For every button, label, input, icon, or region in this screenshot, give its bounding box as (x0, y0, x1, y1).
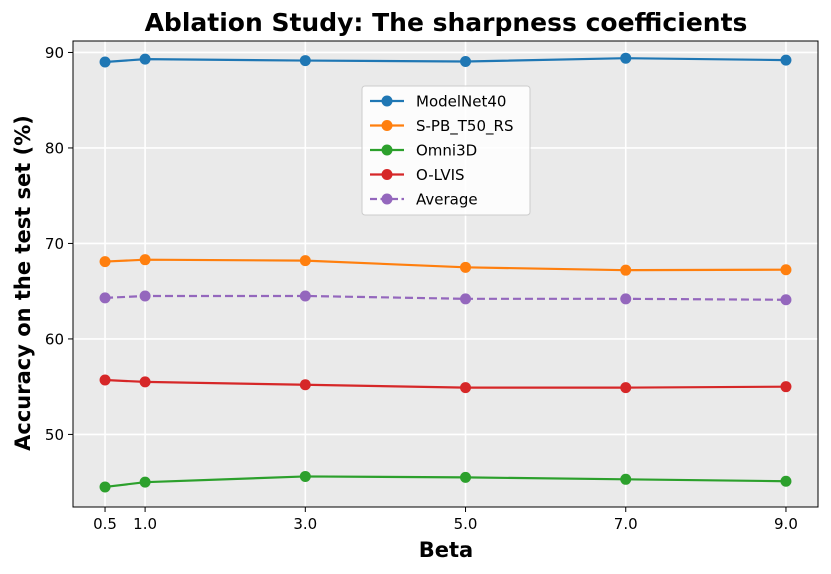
legend-marker (381, 144, 393, 156)
series-line (104, 378, 786, 389)
x-axis-ticks: 0.5 1.0 3.0 5.0 7.0 9.0 (93, 507, 798, 533)
x-tick-label: 3.0 (293, 515, 317, 533)
legend-marker (381, 193, 393, 205)
data-point (139, 290, 151, 302)
series-line (104, 57, 786, 64)
series-omni3d (99, 470, 792, 493)
y-tick-label: 90 (45, 44, 64, 62)
series-o-lvis (99, 374, 792, 394)
legend-entry: O-LVIS (370, 166, 465, 184)
y-tick-label: 80 (45, 139, 64, 157)
chart-title: Ablation Study: The sharpness coefficien… (145, 8, 748, 37)
data-point (460, 261, 472, 273)
data-point (620, 293, 632, 305)
legend-entry: S-PB_T50_RS (370, 117, 513, 136)
data-point (99, 256, 111, 268)
data-point (299, 290, 311, 302)
data-point (299, 379, 311, 391)
data-point (299, 55, 311, 67)
y-axis-ticks: 50 60 70 80 90 (45, 44, 73, 444)
legend-label: Omni3D (416, 142, 477, 160)
data-point (139, 53, 151, 65)
series-layer (99, 52, 792, 493)
legend-label: Average (416, 191, 478, 209)
series-average (99, 290, 792, 306)
data-point (139, 476, 151, 488)
data-point (780, 381, 792, 393)
data-point (460, 293, 472, 305)
data-point (139, 376, 151, 388)
legend: ModelNet40 S-PB_T50_RS Omni3D O-LVIS Average (361, 85, 531, 216)
series-line (104, 294, 786, 301)
legend-marker (381, 169, 393, 180)
y-tick-label: 70 (45, 235, 64, 253)
data-point (460, 471, 472, 483)
data-point (299, 255, 311, 267)
data-point (99, 292, 111, 304)
legend-box (361, 85, 531, 216)
x-tick-label: 7.0 (614, 515, 638, 533)
data-point (460, 56, 472, 68)
data-point (99, 374, 111, 386)
legend-marker (381, 95, 393, 107)
series-modelnet40 (99, 52, 792, 68)
data-point (620, 382, 632, 394)
series-s-pb-t50-rs (99, 254, 792, 276)
data-point (99, 56, 111, 68)
data-point (780, 54, 792, 66)
data-point (780, 294, 792, 306)
data-point (620, 473, 632, 485)
series-line (104, 475, 786, 489)
data-point (620, 52, 632, 64)
legend-label: ModelNet40 (416, 93, 506, 111)
x-tick-label: 9.0 (774, 515, 798, 533)
data-point (299, 470, 311, 482)
x-tick-label: 0.5 (93, 515, 117, 533)
legend-label: O-LVIS (416, 166, 465, 184)
data-point (620, 264, 632, 276)
series-line (104, 258, 786, 272)
legend-entry: Average (370, 191, 478, 209)
x-tick-label: 1.0 (133, 515, 157, 533)
data-point (460, 382, 472, 394)
x-tick-label: 5.0 (454, 515, 478, 533)
data-point (99, 481, 111, 493)
x-axis-label: Beta (419, 538, 473, 562)
plot-frame (72, 40, 819, 508)
y-tick-label: 60 (45, 330, 64, 348)
data-point (780, 475, 792, 487)
legend-entry: ModelNet40 (370, 93, 506, 111)
legend-label: S-PB_T50_RS (416, 117, 513, 136)
y-axis-label: Accuracy on the test set (%) (11, 115, 35, 451)
legend-entry: Omni3D (370, 142, 477, 160)
y-tick-label: 50 (45, 426, 64, 444)
data-point (780, 264, 792, 276)
legend-marker (381, 120, 393, 131)
data-point (139, 254, 151, 266)
